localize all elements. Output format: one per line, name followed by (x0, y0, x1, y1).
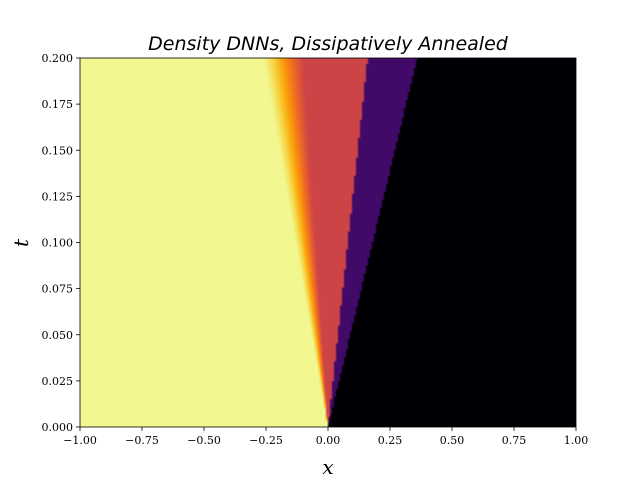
x-tick-label: −1.00 (63, 434, 97, 447)
x-tick-label: −0.75 (125, 434, 159, 447)
x-axis: −1.00 −0.75 −0.50 −0.25 0.00 0.25 0.50 0.75 1.00 (63, 427, 588, 447)
x-tick-label: 1.00 (564, 434, 589, 447)
x-tick-label: −0.50 (187, 434, 221, 447)
y-axis: 0.000 0.025 0.050 0.075 0.100 0.125 0.150 0.175… (42, 52, 80, 434)
y-tick-label: 0.125 (42, 190, 74, 203)
y-tick-label: 0.050 (42, 329, 74, 342)
plot-area (80, 58, 576, 427)
y-tick-label: 0.200 (42, 52, 74, 65)
y-tick-label: 0.150 (42, 144, 74, 157)
x-tick-label: 0.25 (378, 434, 403, 447)
y-tick-label: 0.100 (42, 237, 74, 250)
x-tick-label: 0.50 (440, 434, 465, 447)
y-tick-label: 0.075 (42, 283, 74, 296)
x-tick-label: 0.00 (316, 434, 341, 447)
density-heatmap (80, 58, 576, 427)
y-tick-label: 0.000 (42, 421, 74, 434)
y-tick-label: 0.025 (42, 375, 74, 388)
x-axis-label: x (322, 455, 333, 479)
y-tick-label: 0.175 (42, 98, 74, 111)
y-axis-label: t (9, 238, 33, 247)
chart-title: Density DNNs, Dissipatively Annealed (148, 33, 509, 55)
x-tick-label: −0.25 (249, 434, 283, 447)
x-tick-label: 0.75 (502, 434, 527, 447)
